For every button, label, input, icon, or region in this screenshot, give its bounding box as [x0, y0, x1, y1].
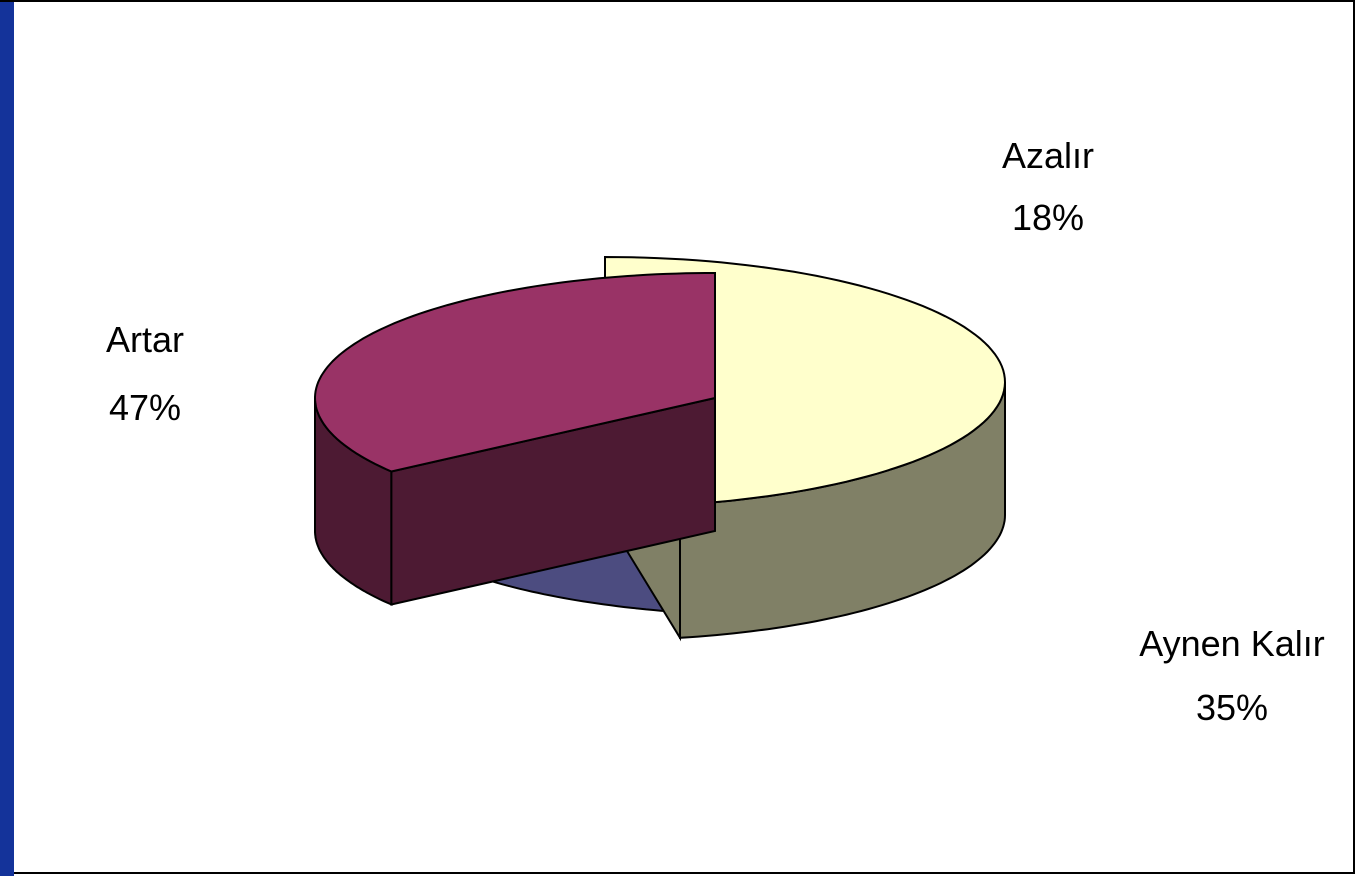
- percent-aynen-kalir: 35%: [1196, 687, 1268, 728]
- slide-accent-bar: [0, 2, 14, 876]
- label-artar: Artar: [106, 319, 184, 360]
- label-aynen-kalir: Aynen Kalır: [1139, 623, 1324, 664]
- label-azalir: Azalır: [1002, 135, 1094, 176]
- percent-azalir: 18%: [1012, 197, 1084, 238]
- percent-artar: 47%: [109, 387, 181, 428]
- pie-slices: [313, 255, 1007, 642]
- slice-top-aynen-kal-r: [313, 272, 716, 473]
